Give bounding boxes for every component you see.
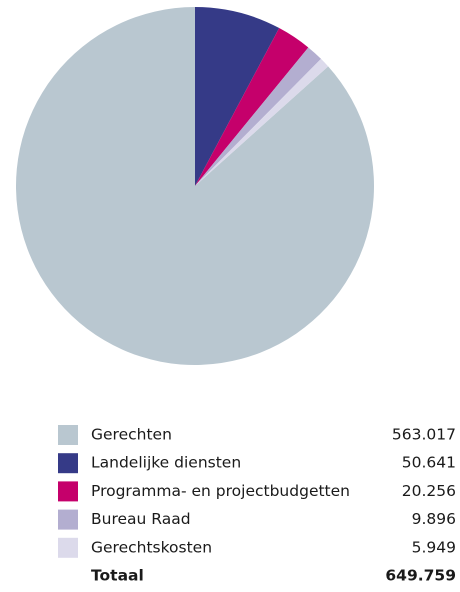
legend-value: 9.896 <box>412 510 456 528</box>
legend-label: Landelijke diensten <box>91 454 241 472</box>
total-label: Totaal <box>91 567 144 585</box>
legend-swatch <box>58 425 78 445</box>
pie-slice <box>195 7 280 186</box>
legend-swatch <box>58 509 78 530</box>
legend-label: Gerechtskosten <box>91 538 212 556</box>
legend-swatch <box>58 453 78 474</box>
total-value: 649.759 <box>385 567 456 585</box>
legend-value: 50.641 <box>402 454 456 472</box>
legend-swatch <box>58 481 78 502</box>
legend-value: 5.949 <box>412 538 456 556</box>
pie-slice <box>195 28 309 187</box>
legend-label: Bureau Raad <box>91 510 191 528</box>
legend-label: Gerechten <box>91 426 172 444</box>
pie-slice <box>195 47 322 186</box>
legend-label: Programma- en projectbudgetten <box>91 482 350 500</box>
pie-slice <box>195 58 329 186</box>
legend-value: 563.017 <box>392 426 456 444</box>
legend-value: 20.256 <box>402 482 456 500</box>
legend-swatch <box>58 537 78 558</box>
